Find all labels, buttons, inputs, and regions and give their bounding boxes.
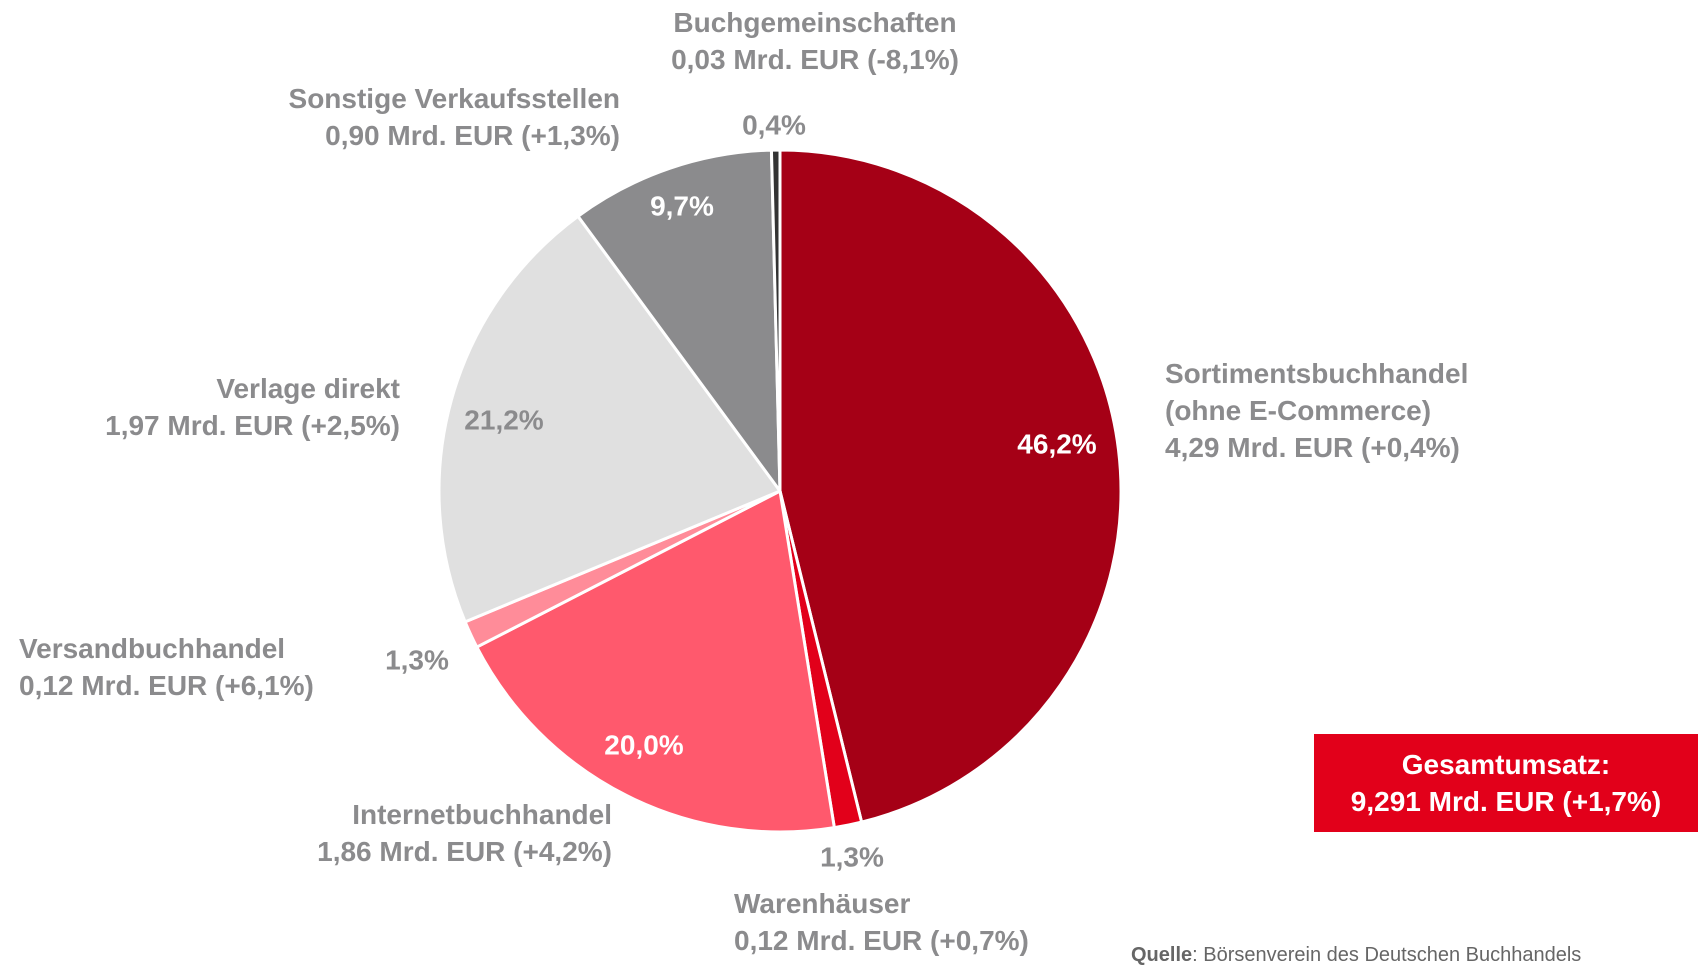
category-label: Internetbuchhandel 1,86 Mrd. EUR (+4,2%) (317, 796, 612, 870)
value-label: 0,4% (742, 109, 806, 140)
category-label: Verlage direkt 1,97 Mrd. EUR (+2,5%) (105, 370, 400, 444)
source: Quelle: Börsenverein des Deutschen Buchh… (1131, 944, 1581, 965)
category-name: Sortimentsbuchhandel (ohne E-Commerce) (1165, 358, 1469, 426)
pie-slice (769, 148, 782, 493)
category-label: Warenhäuser 0,12 Mrd. EUR (+0,7%) (734, 885, 1029, 959)
category-detail: 0,90 Mrd. EUR (+1,3%) (325, 120, 620, 151)
category-name: Internetbuchhandel (352, 799, 612, 830)
category-detail: 1,97 Mrd. EUR (+2,5%) (105, 410, 400, 441)
source-text: : Börsenverein des Deutschen Buchhandels (1192, 944, 1582, 965)
value-label: 1,3% (385, 644, 449, 675)
category-name: Verlage direkt (216, 373, 400, 404)
category-label: Sortimentsbuchhandel (ohne E-Commerce) 4,… (1165, 355, 1525, 466)
category-name: Versandbuchhandel (19, 633, 286, 664)
pie-slice (437, 214, 782, 624)
pie-slice (778, 148, 1123, 824)
value-label: 46,2% (1017, 428, 1096, 459)
value-label: 20,0% (604, 729, 683, 760)
total-label: Gesamtumsatz: (1401, 749, 1611, 780)
category-label: Versandbuchhandel 0,12 Mrd. EUR (+6,1%) (19, 630, 314, 704)
source-label: Quelle (1131, 944, 1193, 965)
category-detail: 1,86 Mrd. EUR (+4,2%) (317, 836, 612, 867)
total-value: 9,291 Mrd. EUR (+1,7%) (1350, 786, 1662, 817)
category-label: Sonstige Verkaufsstellen 0,90 Mrd. EUR (+… (289, 80, 620, 154)
category-name: Buchgemeinschaften (673, 7, 957, 38)
total-box: Gesamtumsatz: 9,291 Mrd. EUR (+1,7%) (1314, 734, 1698, 832)
value-label: 21,2% (464, 404, 543, 435)
pie-slice (475, 489, 836, 834)
pie-slice (576, 148, 782, 493)
value-label: 9,7% (650, 190, 714, 221)
category-detail: 0,03 Mrd. EUR (-8,1%) (671, 44, 959, 75)
category-detail: 0,12 Mrd. EUR (+6,1%) (19, 670, 314, 701)
category-detail: 4,29 Mrd. EUR (+0,4%) (1165, 432, 1460, 463)
category-detail: 0,12 Mrd. EUR (+0,7%) (734, 925, 1029, 956)
category-label: Buchgemeinschaften 0,03 Mrd. EUR (-8,1%) (671, 4, 959, 78)
category-name: Warenhäuser (734, 888, 911, 919)
category-name: Sonstige Verkaufsstellen (288, 83, 620, 114)
value-label: 1,3% (820, 841, 884, 872)
